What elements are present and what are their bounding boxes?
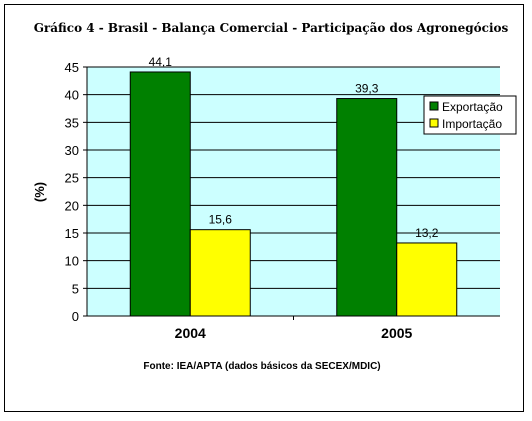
data-labels: 44,1 15,6 39,3 13,2 [149,55,439,240]
y-tick-label: 45 [65,60,79,75]
bar-exportacao-2004 [129,71,191,317]
x-tick-labels: 2004 2005 [175,316,413,341]
data-label: 15,6 [209,213,233,227]
y-tick-label: 30 [65,143,79,158]
y-tick-label: 35 [65,115,79,130]
bar-importacao-2004 [189,229,251,317]
x-tick-label: 2005 [381,325,412,341]
y-axis-label: (%) [32,182,47,202]
chart-title: Gráfico 4 - Brasil - Balança Comercial -… [34,21,509,35]
data-label: 13,2 [415,226,439,240]
legend-swatch-exportacao [429,101,439,111]
y-tick-label: 15 [65,226,79,241]
legend-label-exportacao: Exportação [442,100,503,114]
legend-swatch-importacao [429,118,439,128]
bars [129,71,458,317]
bar-exportacao-2005 [336,98,398,317]
y-tick-label: 20 [65,198,79,213]
y-tick-label: 25 [65,171,79,186]
y-tick-labels: 0 5 10 15 20 25 30 35 40 45 [65,60,87,324]
legend: Exportação Importação [423,95,517,135]
y-tick-label: 5 [72,281,79,296]
y-tick-label: 40 [65,88,79,103]
legend-label-importacao: Importação [442,117,502,131]
source-note: Fonte: IEA/APTA (dados básicos da SECEX/… [143,361,380,372]
bar-importacao-2005 [396,242,458,317]
y-tick-label: 0 [72,309,79,324]
legend-box [423,95,517,135]
data-label: 39,3 [355,82,379,96]
data-label: 44,1 [149,55,173,69]
x-tick-label: 2004 [175,325,206,341]
y-tick-label: 10 [65,254,79,269]
